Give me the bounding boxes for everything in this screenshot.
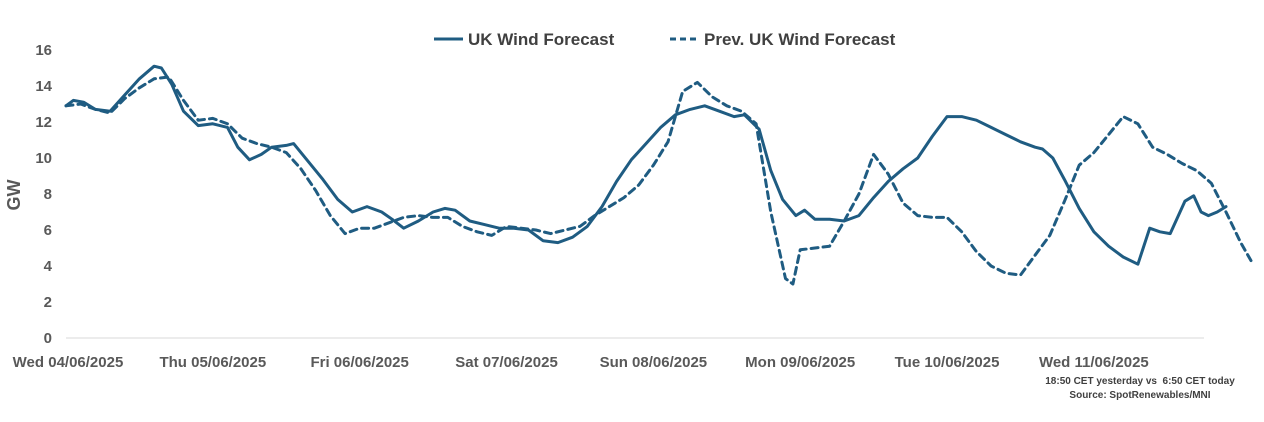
y-tick-label: 10 (35, 150, 52, 167)
y-tick-label: 6 (44, 222, 52, 239)
series-group (64, 64, 1253, 286)
series-line-prev-uk-wind-forecast (64, 75, 1253, 286)
x-tick-label: Wed 11/06/2025 (1039, 354, 1149, 371)
y-tick-label: 2 (44, 294, 52, 311)
x-tick-label: Sat 07/06/2025 (455, 354, 558, 371)
y-axis-ticks: 0 2 4 6 8 10 12 14 16 (35, 42, 52, 347)
x-tick-label: Mon 09/06/2025 (745, 354, 855, 371)
x-axis-ticks: Wed 04/06/2025 Thu 05/06/2025 Fri 06/06/20… (13, 354, 1149, 371)
legend: UK Wind Forecast Prev. UK Wind Forecast (434, 30, 896, 49)
y-tick-label: 4 (44, 258, 53, 275)
footnote-source: Source: SpotRenewables/MNI (1069, 390, 1211, 401)
y-tick-label: 14 (35, 78, 52, 95)
x-tick-label: Tue 10/06/2025 (895, 354, 1000, 371)
series-line-uk-wind-forecast (64, 64, 1228, 266)
x-tick-label: Fri 06/06/2025 (310, 354, 408, 371)
footnote: 18:50 CET yesterday vs 6:50 CET today Sou… (1035, 375, 1245, 403)
y-tick-label: 0 (44, 330, 52, 347)
legend-label-prev-uk-wind-forecast: Prev. UK Wind Forecast (704, 30, 896, 49)
x-tick-label: Thu 05/06/2025 (159, 354, 266, 371)
y-tick-label: 16 (35, 42, 52, 59)
footnote-timing: 18:50 CET yesterday vs 6:50 CET today (1045, 376, 1235, 387)
y-tick-label: 12 (35, 114, 52, 131)
y-tick-label: 8 (44, 186, 52, 203)
y-axis-label: GW (4, 179, 24, 210)
x-tick-label: Sun 08/06/2025 (600, 354, 708, 371)
x-tick-label: Wed 04/06/2025 (13, 354, 124, 371)
legend-label-uk-wind-forecast: UK Wind Forecast (468, 30, 615, 49)
